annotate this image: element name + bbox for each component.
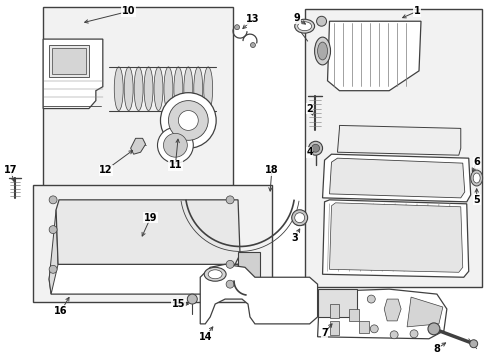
Text: 14: 14 <box>198 332 212 342</box>
Circle shape <box>161 93 216 148</box>
Circle shape <box>49 265 57 273</box>
Ellipse shape <box>471 170 483 186</box>
Text: 10: 10 <box>122 6 135 16</box>
Polygon shape <box>49 264 240 294</box>
Circle shape <box>470 340 478 348</box>
Polygon shape <box>329 203 463 272</box>
Text: 16: 16 <box>54 306 68 316</box>
Circle shape <box>390 331 398 339</box>
Ellipse shape <box>294 19 315 33</box>
Polygon shape <box>49 210 58 294</box>
Circle shape <box>164 133 187 157</box>
Ellipse shape <box>174 67 183 111</box>
Ellipse shape <box>114 67 123 111</box>
Polygon shape <box>43 39 103 109</box>
Circle shape <box>370 325 378 333</box>
Ellipse shape <box>315 37 331 65</box>
Text: 1: 1 <box>414 6 420 16</box>
Ellipse shape <box>318 42 327 60</box>
Bar <box>359 321 369 333</box>
Bar <box>305 9 482 287</box>
Circle shape <box>226 196 234 204</box>
Text: 19: 19 <box>144 213 157 223</box>
Ellipse shape <box>134 67 143 111</box>
Ellipse shape <box>208 270 222 279</box>
Text: 6: 6 <box>473 157 480 167</box>
Polygon shape <box>200 264 318 324</box>
Bar <box>52 48 86 74</box>
Ellipse shape <box>194 67 203 111</box>
Circle shape <box>169 100 208 140</box>
Circle shape <box>49 196 57 204</box>
Bar <box>349 309 359 321</box>
Circle shape <box>410 330 418 338</box>
Polygon shape <box>322 200 469 277</box>
Text: 4: 4 <box>306 147 313 157</box>
Polygon shape <box>407 297 443 327</box>
Bar <box>49 45 89 77</box>
Ellipse shape <box>144 67 153 111</box>
Text: 11: 11 <box>169 160 182 170</box>
Circle shape <box>226 280 234 288</box>
Text: 7: 7 <box>321 328 328 338</box>
Text: 9: 9 <box>294 13 300 23</box>
Text: 13: 13 <box>246 14 260 24</box>
Circle shape <box>250 42 255 48</box>
Circle shape <box>187 294 197 304</box>
Bar <box>318 289 357 317</box>
Text: 8: 8 <box>434 344 441 354</box>
Circle shape <box>309 141 322 155</box>
Ellipse shape <box>204 67 213 111</box>
Polygon shape <box>384 299 401 321</box>
Text: 15: 15 <box>172 299 185 309</box>
Ellipse shape <box>164 67 173 111</box>
Ellipse shape <box>184 67 193 111</box>
Text: 2: 2 <box>306 104 313 113</box>
Polygon shape <box>56 200 240 264</box>
Circle shape <box>368 295 375 303</box>
Circle shape <box>178 111 198 130</box>
Ellipse shape <box>298 22 312 31</box>
Circle shape <box>317 16 326 26</box>
Polygon shape <box>327 21 421 91</box>
Text: 5: 5 <box>473 195 480 205</box>
Bar <box>33 185 272 302</box>
Circle shape <box>226 260 234 268</box>
Polygon shape <box>329 158 465 198</box>
Polygon shape <box>338 125 461 155</box>
Text: 18: 18 <box>265 165 279 175</box>
Polygon shape <box>318 289 447 339</box>
Circle shape <box>235 25 240 30</box>
Polygon shape <box>322 154 471 202</box>
Text: 3: 3 <box>292 233 298 243</box>
Ellipse shape <box>204 267 226 281</box>
Bar <box>329 321 340 335</box>
Bar <box>238 252 260 280</box>
Text: 12: 12 <box>99 165 113 175</box>
Polygon shape <box>131 138 146 154</box>
Ellipse shape <box>154 67 163 111</box>
Circle shape <box>294 213 305 223</box>
Circle shape <box>49 226 57 234</box>
Circle shape <box>292 210 308 226</box>
Bar <box>329 304 340 318</box>
Circle shape <box>428 323 440 335</box>
Ellipse shape <box>473 173 480 183</box>
Circle shape <box>312 144 319 152</box>
Text: 17: 17 <box>3 165 17 175</box>
Ellipse shape <box>124 67 133 111</box>
Circle shape <box>157 127 193 163</box>
Bar <box>43 7 233 214</box>
